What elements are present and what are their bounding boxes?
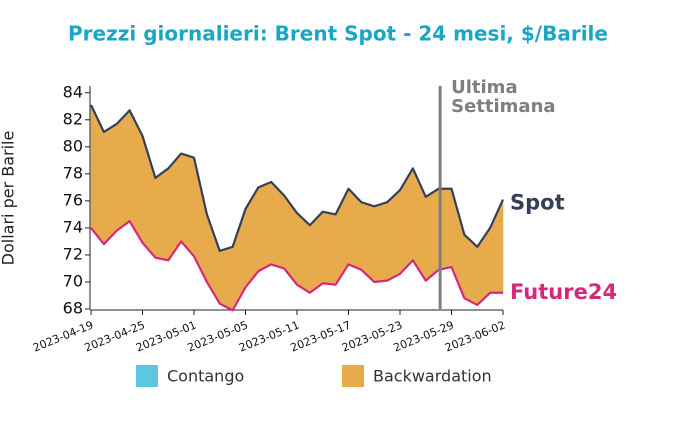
spread-area [193,157,208,283]
spread-area [155,167,169,261]
y-tick-label: 74 [63,217,83,236]
spread-area [180,153,195,258]
spread-area [386,189,401,282]
marker-label: Settimana [451,96,555,117]
y-tick-label: 84 [63,82,83,101]
spread-area [232,208,246,312]
spread-area [399,167,414,275]
y-tick-label: 76 [63,190,83,209]
spread-area [361,201,375,283]
y-tick-label: 72 [63,244,83,263]
y-tick-label: 78 [63,163,83,182]
y-tick-label: 82 [63,109,83,128]
y-axis-label: Dollari per Barile [0,131,18,266]
chart-title: Prezzi giornalieri: Brent Spot - 24 mesi… [68,22,608,46]
legend-label: Contango [167,367,244,386]
spread-area [116,109,130,232]
spread-area [373,201,388,283]
legend-swatch [342,365,364,387]
series-label: Spot [510,191,565,215]
spread-area [219,246,233,311]
spread-area [258,181,272,272]
legend-label: Backwardation [373,367,492,386]
series-label: Future24 [510,280,617,304]
y-tick-label: 80 [63,136,83,155]
spread-area [206,214,221,305]
spread-area [296,212,311,294]
spread-area [103,123,118,245]
series-line [90,104,505,252]
spread-area [425,188,439,282]
marker-label: Ultima [451,77,517,98]
legend-swatch [136,365,158,387]
y-tick-label: 70 [63,271,83,290]
spread-area [322,211,336,286]
series-line [90,220,503,312]
y-tick-label: 68 [63,299,83,318]
